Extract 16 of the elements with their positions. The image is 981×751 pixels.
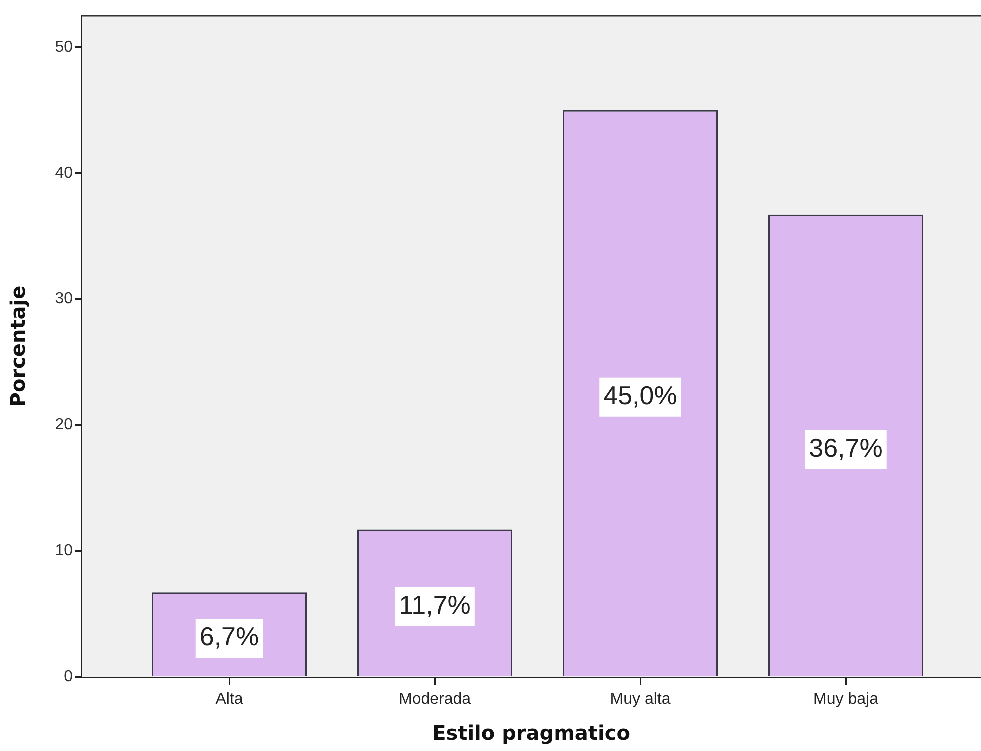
y-tick-label: 10 <box>55 542 74 560</box>
x-tick-label: Muy alta <box>610 691 671 708</box>
data-label: 45,0% <box>604 380 678 411</box>
data-label: 6,7% <box>200 622 260 652</box>
y-tick-label: 20 <box>55 416 74 434</box>
data-label: 11,7% <box>399 590 471 620</box>
data-label: 36,7% <box>809 432 883 463</box>
y-axis-title: Porcentaje <box>6 286 30 408</box>
x-tick-label: Muy baja <box>814 691 879 708</box>
y-tick-label: 50 <box>55 38 74 56</box>
y-tick-label: 0 <box>64 668 74 686</box>
x-axis-title: Estilo pragmatico <box>432 721 630 746</box>
x-tick-label: Alta <box>216 691 244 708</box>
y-tick-label: 30 <box>55 290 74 308</box>
x-tick-label: Moderada <box>398 691 472 708</box>
y-tick-label: 40 <box>55 164 74 182</box>
